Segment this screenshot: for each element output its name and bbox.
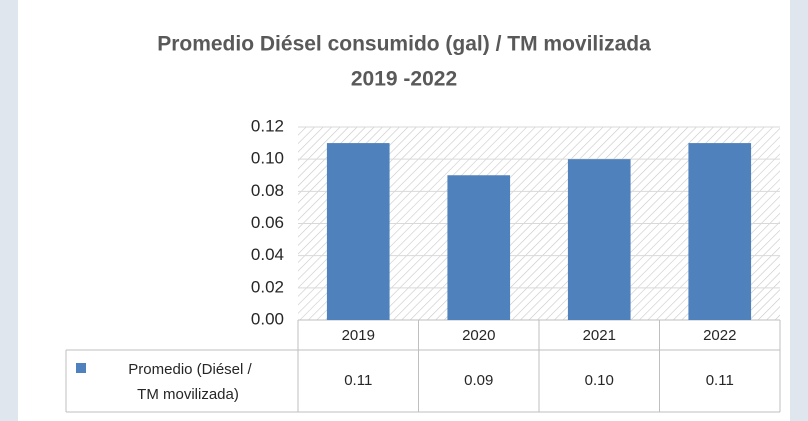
y-tick-label: 0.06 <box>251 213 284 232</box>
data-label: 0.10 <box>585 372 614 389</box>
chart-subtitle: 2019 -2022 <box>351 68 457 91</box>
y-tick-label: 0.04 <box>251 245 284 264</box>
page: {"chart_data": {"type": "bar", "title": … <box>0 0 808 421</box>
x-tick-label: 2020 <box>462 327 495 344</box>
data-label: 0.11 <box>344 372 372 389</box>
y-tick-label: 0.12 <box>251 116 284 135</box>
data-label: 0.11 <box>706 372 734 389</box>
x-tick-label: 2019 <box>342 327 375 344</box>
y-tick-label: 0.10 <box>251 149 284 168</box>
bar <box>688 143 751 320</box>
bar <box>327 143 390 320</box>
chart: Promedio Diésel consumido (gal) / TM mov… <box>0 0 808 421</box>
y-tick-label: 0.08 <box>251 181 284 200</box>
bar <box>447 175 510 320</box>
data-label: 0.09 <box>464 372 493 389</box>
y-tick-label: 0.00 <box>251 309 284 328</box>
x-tick-label: 2022 <box>703 327 736 344</box>
x-tick-label: 2021 <box>583 327 616 344</box>
y-tick-label: 0.02 <box>251 277 284 296</box>
chart-title: Promedio Diésel consumido (gal) / TM mov… <box>157 33 651 56</box>
legend-swatch <box>76 363 86 373</box>
bar <box>568 159 631 320</box>
